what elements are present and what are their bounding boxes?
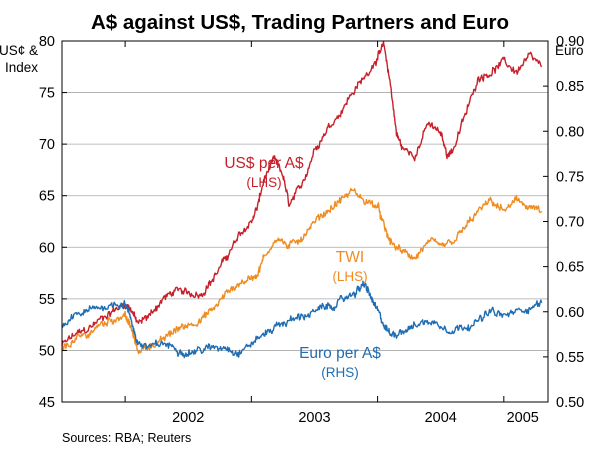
left-tick-label: 45 (39, 395, 55, 411)
left-tick-label: 75 (39, 86, 55, 102)
right-tick-label: 0.55 (556, 350, 584, 366)
x-tick-label: 2003 (298, 410, 330, 426)
grid (62, 92, 548, 351)
right-tick-label: 0.50 (556, 395, 584, 411)
x-tick-label: 2002 (172, 410, 204, 426)
series-labels: US$ per A$ (LHS) TWI (LHS) Euro per A$ (RHS) (224, 155, 381, 380)
left-tick-label: 50 (39, 343, 55, 359)
series-line-twi (61, 187, 543, 355)
right-tick-label: 0.90 (556, 34, 584, 50)
series-line-us-per-a- (61, 41, 543, 347)
right-tick-label: 0.60 (556, 305, 584, 321)
right-tick-label: 0.65 (556, 260, 584, 276)
series-label: Euro per A$ (299, 345, 381, 362)
left-tick-label: 80 (39, 34, 55, 50)
x-tick-label: 2005 (507, 410, 539, 426)
left-tick-label: 60 (39, 240, 55, 256)
right-tick-label: 0.80 (556, 124, 584, 140)
right-tick-label: 0.70 (556, 215, 584, 231)
series-line-euro-per-a- (61, 280, 543, 359)
left-tick-label: 70 (39, 137, 55, 153)
series-label: US$ per A$ (224, 155, 304, 172)
left-tick-label: 55 (39, 292, 55, 308)
x-tick-label: 2004 (425, 410, 457, 426)
right-axis-label: Euro (555, 43, 584, 58)
series-label: TWI (336, 249, 364, 266)
series-label-axis: (LHS) (332, 269, 367, 284)
left-tick-label: 65 (39, 189, 55, 205)
left-axis-label-line1: US¢ & (0, 43, 38, 58)
right-tick-label: 0.85 (556, 79, 584, 95)
right-tick-label: 0.75 (556, 169, 584, 185)
series-label-axis: (LHS) (246, 175, 281, 190)
series-label-axis: (RHS) (321, 365, 359, 380)
left-axis-label-line2: Index (5, 60, 38, 75)
series-lines (61, 41, 543, 359)
chart-title: A$ against US$, Trading Partners and Eur… (91, 11, 509, 34)
axes: 45 50 55 60 65 70 75 80 0.50 0.55 0.60 0.65 0.70 0.75… (39, 34, 584, 426)
source-note: Sources: RBA; Reuters (62, 431, 191, 445)
